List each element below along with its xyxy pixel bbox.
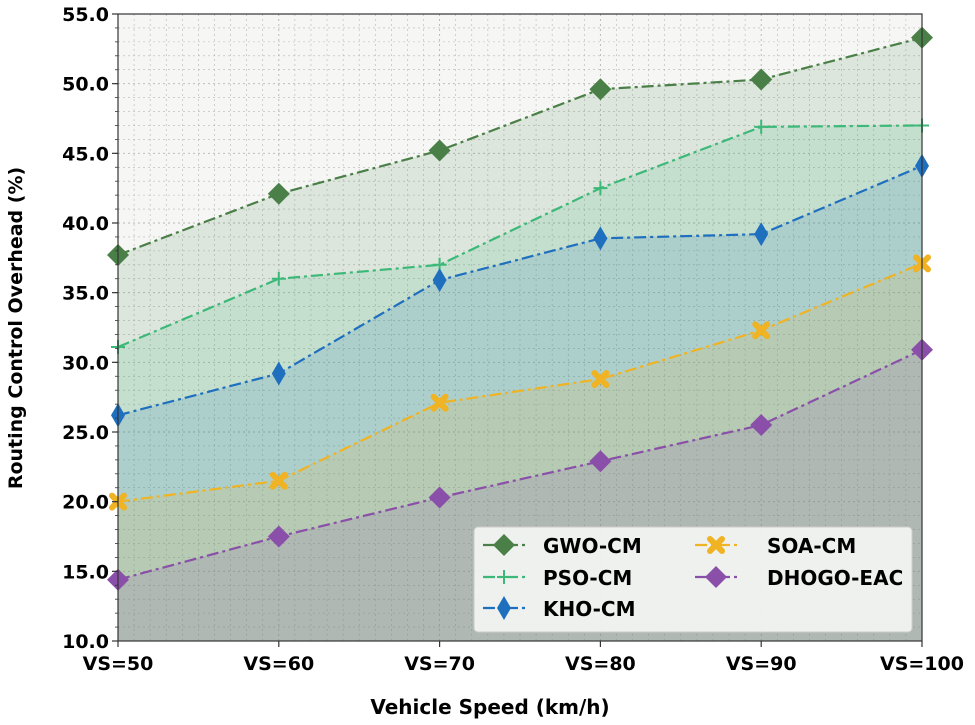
legend-label-kho-cm: KHO-CM xyxy=(543,597,636,621)
legend-box xyxy=(473,526,913,633)
axes: 10.0 15.0 20.0 25.0 30.0 35.0 40.0 45.0 50.0 55.0… xyxy=(62,4,964,675)
data-point-pso-cm xyxy=(593,181,608,196)
data-point-gwo-cm xyxy=(589,78,612,101)
x-tick-label: VS=100 xyxy=(880,653,964,675)
legend-label-dhogo-eac: DHOGO-EAC xyxy=(767,566,903,590)
data-point-soa-cm xyxy=(269,471,288,490)
series-line-gwo-cm xyxy=(117,36,923,257)
data-point-soa-cm xyxy=(430,393,449,412)
y-tick-label: 10.0 xyxy=(62,631,109,653)
area-fill-gwo-cm xyxy=(118,37,922,642)
x-tick-label: VS=60 xyxy=(243,653,314,675)
legend-marker-kho-cm xyxy=(497,596,511,620)
legend-marker-soa-cm xyxy=(707,536,725,554)
data-point-dhogo-eac xyxy=(589,450,612,473)
y-axis-label: Routing Control Overhead (%) xyxy=(5,167,27,489)
data-point-kho-cm xyxy=(593,226,608,251)
plot-frame xyxy=(117,13,923,642)
y-tick-label: 30.0 xyxy=(62,352,109,374)
y-tick-label: 40.0 xyxy=(62,213,109,235)
data-point-gwo-cm xyxy=(267,182,290,205)
data-point-dhogo-eac xyxy=(750,414,773,437)
data-point-pso-cm xyxy=(271,271,286,286)
x-tick-label: VS=90 xyxy=(726,653,797,675)
legend-label-gwo-cm: GWO-CM xyxy=(543,534,642,558)
y-tick-label: 35.0 xyxy=(62,283,109,305)
data-point-dhogo-eac xyxy=(428,486,451,509)
x-axis-label: Vehicle Speed (km/h) xyxy=(370,695,609,719)
y-tick-label: 25.0 xyxy=(62,422,109,444)
legend-marker-gwo-cm xyxy=(493,534,515,556)
data-point-soa-cm xyxy=(752,321,771,340)
legend: GWO-CM PSO-CM KHO-CM SOA-CM DHOGO-EAC xyxy=(473,526,913,633)
legend-marker-dhogo-eac xyxy=(705,566,727,588)
y-tick-label: 20.0 xyxy=(62,492,109,514)
data-point-gwo-cm xyxy=(750,68,773,91)
data-point-kho-cm xyxy=(754,222,769,247)
area-fill-kho-cm xyxy=(118,165,922,641)
legend-label-pso-cm: PSO-CM xyxy=(543,566,632,590)
y-tick-label: 15.0 xyxy=(62,561,109,583)
data-point-pso-cm xyxy=(754,119,769,134)
area-fill-pso-cm xyxy=(118,125,922,641)
data-point-kho-cm xyxy=(271,361,286,386)
series-line-soa-cm xyxy=(117,262,923,503)
data-point-soa-cm xyxy=(591,370,610,389)
x-tick-label: VS=80 xyxy=(565,653,636,675)
data-point-gwo-cm xyxy=(428,139,451,162)
legend-marker-pso-cm xyxy=(497,570,511,584)
y-tick-label: 55.0 xyxy=(62,4,109,26)
series-line-kho-cm xyxy=(117,164,923,417)
series-line-pso-cm xyxy=(117,124,923,349)
x-tick-label: VS=50 xyxy=(83,653,154,675)
y-tick-label: 45.0 xyxy=(62,143,109,165)
data-point-kho-cm xyxy=(432,268,447,293)
data-point-dhogo-eac xyxy=(267,525,290,548)
series-lines xyxy=(107,26,933,591)
y-tick-label: 50.0 xyxy=(62,74,109,96)
x-tick-label: VS=70 xyxy=(404,653,475,675)
legend-label-soa-cm: SOA-CM xyxy=(767,534,856,558)
series-line-dhogo-eac xyxy=(117,348,923,581)
